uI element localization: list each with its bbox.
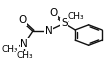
Text: O: O: [18, 15, 26, 25]
Text: CH₃: CH₃: [2, 45, 18, 54]
Text: CH₃: CH₃: [16, 51, 32, 60]
Text: O: O: [49, 8, 57, 18]
Text: CH₃: CH₃: [66, 12, 83, 21]
Text: N: N: [20, 39, 28, 49]
Text: N: N: [44, 26, 52, 36]
Text: S: S: [60, 18, 67, 28]
